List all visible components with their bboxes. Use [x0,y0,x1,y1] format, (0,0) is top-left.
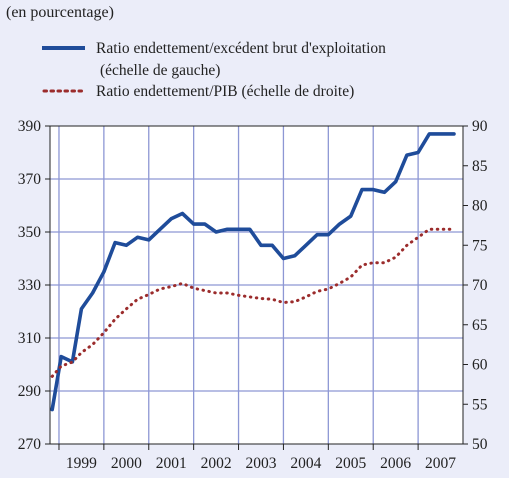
right-tick-label: 60 [472,357,488,374]
x-tick-label: 2006 [380,455,411,472]
series-line-dette-pib [50,227,456,378]
legend-label-series-2: Ratio endettement/PIB (échelle de droite… [96,83,354,100]
x-tick-label: 2000 [111,455,142,472]
right-tick-label: 50 [472,436,488,453]
x-tick-label: 2005 [335,455,366,472]
left-tick-label: 350 [18,224,42,241]
right-tick-label: 80 [472,198,488,215]
right-tick-label: 90 [472,118,488,135]
right-tick-label: 65 [472,317,488,334]
right-tick-label: 70 [472,277,488,294]
left-tick-label: 370 [18,171,42,188]
x-tick-label: 1999 [66,455,97,472]
right-tick-label: 55 [472,396,488,413]
series-layer [50,132,456,412]
left-axis: 270 290 310 330 350 370 390 [18,118,50,453]
left-tick-label: 310 [18,330,42,347]
left-tick-label: 270 [18,436,42,453]
series-line-dette-ebe [50,132,456,412]
grid [50,126,463,444]
x-tick-label: 2002 [201,455,232,472]
legend-label-series-1-scale: (échelle de gauche) [100,62,220,79]
legend-label-series-1: Ratio endettement/excédent brut d'exploi… [96,40,386,57]
right-axis: 50 55 60 65 70 75 80 85 90 [463,118,488,453]
x-tick-label: 2003 [245,455,276,472]
right-tick-label: 85 [472,158,488,175]
x-tick-label: 2004 [290,455,321,472]
x-tick-label: 2001 [156,455,187,472]
x-axis: 1999 2000 2001 2002 2003 2004 2005 2006 2007 [58,444,456,472]
left-tick-label: 330 [18,277,42,294]
left-tick-label: 390 [18,118,42,135]
chart-subtitle: (en pourcentage) [6,4,114,21]
left-tick-label: 290 [18,383,42,400]
x-tick-label: 2007 [425,455,456,472]
right-tick-label: 75 [472,237,488,254]
